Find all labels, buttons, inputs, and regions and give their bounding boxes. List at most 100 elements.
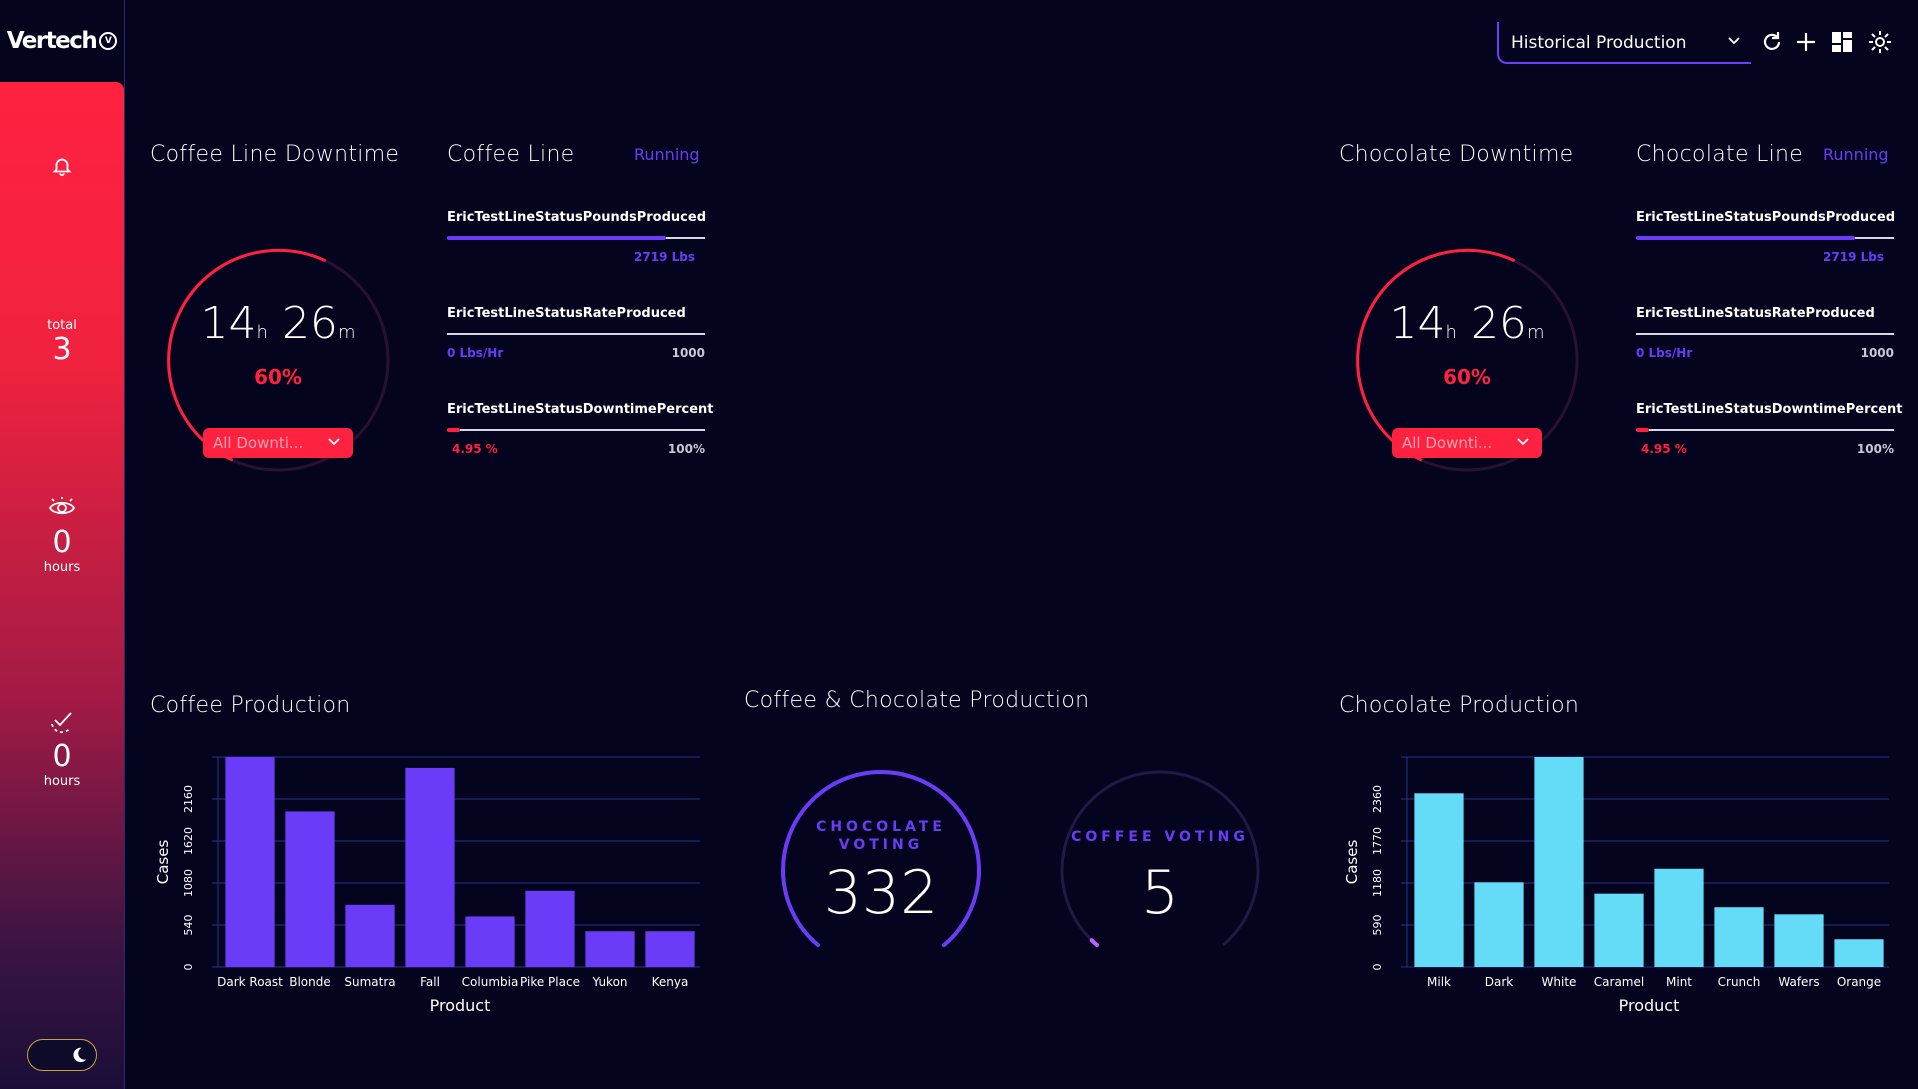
complete-hours-unit: hours xyxy=(43,774,81,789)
x-axis-label: Product xyxy=(430,996,491,1015)
y-axis-label: Cases xyxy=(1343,840,1361,885)
chevron-down-icon xyxy=(1728,37,1740,45)
coffee-downtime-time: 14h 26m xyxy=(168,298,388,349)
chevron-down-icon xyxy=(1517,438,1529,446)
bar xyxy=(405,767,455,967)
bell-icon[interactable] xyxy=(0,155,124,181)
total-value: 3 xyxy=(52,332,72,367)
y-tick-label: 1770 xyxy=(1371,827,1384,855)
watch-hours-unit: hours xyxy=(43,560,81,575)
y-tick-label: 0 xyxy=(182,964,195,971)
metric-fill xyxy=(447,428,460,432)
x-tick-label: Kenya xyxy=(652,975,689,989)
coffee-downtime-percent: 60% xyxy=(254,365,302,389)
bar xyxy=(1414,793,1464,967)
dashboard-layout-icon[interactable] xyxy=(1830,30,1854,54)
gauge-progress-arc xyxy=(167,248,326,462)
metric-value: 0 Lbs/Hr xyxy=(1636,346,1693,360)
x-tick-label: Columbia xyxy=(462,975,519,989)
combined-production-title: Coffee & Chocolate Production xyxy=(744,688,1090,713)
gauge-progress-arc xyxy=(781,770,981,948)
x-tick-label: Mint xyxy=(1666,975,1692,989)
theme-toggle[interactable] xyxy=(27,1039,97,1071)
bar xyxy=(1654,868,1704,967)
y-tick-label: 2160 xyxy=(182,785,195,813)
check-progress-icon xyxy=(0,710,124,738)
bar xyxy=(1534,757,1584,967)
y-tick-label: 2360 xyxy=(1371,785,1384,813)
x-tick-label: Orange xyxy=(1837,975,1881,989)
bar xyxy=(285,811,335,967)
y-tick-label: 540 xyxy=(182,915,195,936)
coffee-downtime-title: Coffee Line Downtime xyxy=(150,142,400,167)
coffee-voting-label: COFFEE VOTING xyxy=(1071,829,1249,845)
y-tick-label: 1620 xyxy=(182,827,195,855)
chocolate-production-title: Chocolate Production xyxy=(1339,693,1580,718)
metric-fill xyxy=(1636,236,1856,240)
metric-name: EricTestLineStatusPoundsProduced xyxy=(1636,210,1896,225)
total-label: total xyxy=(47,318,77,333)
x-tick-label: Pike Place xyxy=(520,975,580,989)
chocolate-voting-label: CHOCOLATE VOTING xyxy=(761,818,1001,854)
filter-value: All Downti... xyxy=(1402,434,1493,452)
x-tick-label: Fall xyxy=(420,975,440,989)
hours-value: 14 xyxy=(1389,298,1446,349)
metric-name: EricTestLineStatusPoundsProduced xyxy=(447,210,707,225)
x-tick-label: White xyxy=(1542,975,1577,989)
bar xyxy=(1594,893,1644,967)
chocolate-downtime-gauge xyxy=(1355,248,1579,472)
watch-hours-value: 0 xyxy=(52,525,72,560)
logo-text: Vertech xyxy=(6,28,98,54)
metric-max: 1000 xyxy=(1860,346,1894,360)
y-tick-label: 590 xyxy=(1371,915,1384,936)
coffee-voting-value: 5 xyxy=(1140,858,1180,928)
metric-name: EricTestLineStatusDowntimePercent xyxy=(1636,402,1903,417)
metric-name: EricTestLineStatusRateProduced xyxy=(1636,306,1875,321)
sidebar xyxy=(0,82,124,1089)
chocolate-line-status[interactable]: Running xyxy=(1823,145,1889,164)
metric-track xyxy=(1636,333,1894,335)
coffee-downtime-filter-dropdown[interactable]: All Downti... xyxy=(203,428,353,458)
x-tick-label: Blonde xyxy=(289,975,331,989)
x-tick-label: Caramel xyxy=(1594,975,1644,989)
metric-max: 100% xyxy=(667,442,705,456)
bar xyxy=(465,916,515,967)
gear-icon[interactable] xyxy=(1868,30,1892,54)
coffee-voting-gauge xyxy=(1060,770,1260,948)
metric-name: EricTestLineStatusDowntimePercent xyxy=(447,402,714,417)
x-tick-label: Dark xyxy=(1485,975,1514,989)
metric-value: 0 Lbs/Hr xyxy=(447,346,504,360)
bar xyxy=(225,757,275,967)
sidebar-divider xyxy=(124,0,125,1089)
minutes-value: 26 xyxy=(281,298,338,349)
y-axis-label: Cases xyxy=(154,840,172,885)
eye-icon xyxy=(0,496,124,522)
view-select-value: Historical Production xyxy=(1511,33,1687,53)
chocolate-voting-gauge xyxy=(781,770,981,948)
hours-unit: h xyxy=(256,322,268,343)
y-tick-label: 1180 xyxy=(1371,869,1384,897)
hours-unit: h xyxy=(1445,322,1457,343)
x-tick-label: Yukon xyxy=(591,975,627,989)
metric-max: 1000 xyxy=(671,346,705,360)
metric-max: 100% xyxy=(1856,442,1894,456)
bar xyxy=(345,904,395,967)
y-tick-label: 1080 xyxy=(182,869,195,897)
bar xyxy=(1714,907,1764,967)
add-icon[interactable] xyxy=(1794,30,1818,54)
bar xyxy=(1774,914,1824,967)
view-select[interactable]: Historical Production xyxy=(1497,22,1751,64)
chocolate-downtime-filter-dropdown[interactable]: All Downti... xyxy=(1392,428,1542,458)
metric-value: 4.95 % xyxy=(452,442,498,456)
coffee-line-status[interactable]: Running xyxy=(634,145,700,164)
metric-value: 4.95 % xyxy=(1641,442,1687,456)
refresh-icon[interactable] xyxy=(1760,30,1784,54)
bar xyxy=(1474,882,1524,967)
chocolate-line-title: Chocolate Line xyxy=(1636,142,1804,167)
gauge-progress-arc xyxy=(1089,938,1100,948)
metric-fill xyxy=(447,236,667,240)
x-tick-label: Dark Roast xyxy=(217,975,283,989)
logo[interactable]: Vertech V xyxy=(0,0,124,82)
minutes-unit: m xyxy=(1526,322,1545,343)
chocolate-voting-value: 332 xyxy=(823,858,939,928)
